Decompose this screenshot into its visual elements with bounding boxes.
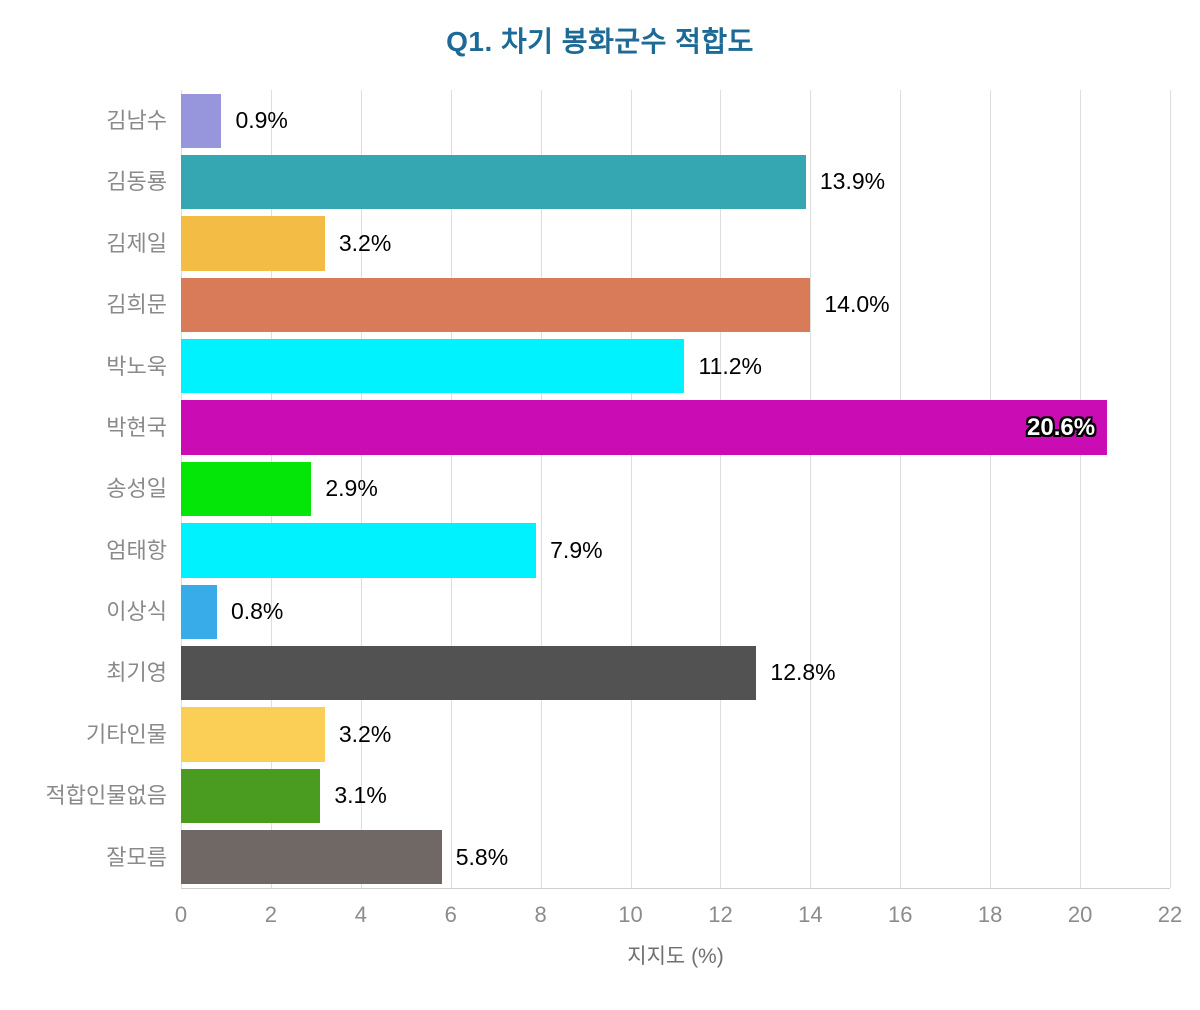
chart-title: Q1. 차기 봉화군수 적합도	[446, 26, 754, 57]
bar-row: 기타인물 3.2%	[0, 704, 1200, 765]
grid-line	[450, 90, 452, 888]
category-label: 잘모름	[106, 844, 167, 870]
bar	[181, 277, 811, 333]
bar	[181, 93, 222, 148]
bar	[181, 707, 325, 762]
bar-row: 김제일 3.2%	[0, 213, 1200, 274]
bar	[181, 523, 537, 578]
bar-row: 송성일 2.9%	[0, 458, 1200, 519]
bar	[181, 216, 325, 271]
grid-line	[810, 90, 812, 888]
bar	[181, 645, 757, 701]
value-label: 5.8%	[455, 843, 509, 870]
x-tick-label: 10	[618, 902, 643, 927]
x-tick-label: 14	[798, 902, 823, 927]
value-label: 3.1%	[334, 782, 387, 809]
x-tick-label: 2	[264, 902, 278, 927]
category-label: 최기영	[106, 660, 167, 686]
grid-line	[1080, 90, 1082, 888]
bar-row: 최기영 12.8%	[0, 642, 1200, 703]
category-label: 적합인물없음	[45, 783, 167, 809]
bar	[181, 339, 685, 394]
category-label: 박현국	[106, 414, 167, 440]
category-label: 송성일	[106, 476, 167, 502]
category-label: 김희문	[106, 292, 167, 318]
bar-row: 김희문 14.0%	[0, 274, 1200, 335]
bar-row: 김동룡 13.9%	[0, 151, 1200, 212]
bar	[181, 830, 442, 885]
value-label: 2.9%	[325, 475, 378, 502]
grid-line	[540, 90, 542, 888]
grid-line	[990, 90, 992, 888]
grid-line	[360, 90, 362, 888]
x-tick-label: 12	[708, 902, 733, 927]
value-label: 0.8%	[230, 598, 284, 625]
grid-line	[1170, 90, 1171, 888]
bar-row: 박현국 20.6%	[0, 397, 1200, 458]
grid-line	[720, 90, 722, 888]
category-label: 김남수	[106, 108, 167, 133]
value-label: 0.9%	[235, 107, 288, 133]
category-label: 김동룡	[106, 169, 167, 195]
category-label: 엄태항	[106, 537, 167, 563]
value-label: 7.9%	[550, 536, 603, 563]
bar	[181, 400, 1108, 455]
x-tick-label: 6	[444, 902, 457, 927]
x-tick-label: 0	[174, 902, 188, 927]
category-label: 이상식	[106, 599, 167, 625]
bar-row: 박노욱 11.2%	[0, 336, 1200, 397]
x-axis-label: 지지도 (%)	[627, 945, 724, 968]
bar-row: 잘모름 5.8%	[0, 827, 1200, 888]
x-tick-label: 16	[888, 902, 913, 927]
bar-row: 적합인물없음 3.1%	[0, 765, 1200, 826]
grid-line	[900, 90, 902, 888]
x-axis-line	[181, 888, 1170, 889]
x-tick-label: 8	[534, 902, 547, 927]
x-tick-label: 20	[1067, 902, 1093, 927]
value-label: 14.0%	[824, 291, 890, 318]
value-label: 12.8%	[770, 659, 836, 686]
bar	[181, 768, 321, 824]
bar-row: 김남수 0.9%	[0, 90, 1200, 151]
value-label: 20.6%	[1027, 413, 1096, 441]
x-tick-label: 4	[354, 902, 367, 927]
grid-line	[630, 90, 632, 888]
bar	[181, 154, 806, 210]
value-label: 11.2%	[698, 352, 762, 379]
value-label: 3.2%	[338, 720, 392, 747]
category-label: 기타인물	[86, 721, 167, 747]
bar-row: 엄태항 7.9%	[0, 520, 1200, 581]
category-label: 김제일	[106, 230, 167, 256]
bar	[181, 461, 312, 517]
value-label: 3.2%	[338, 229, 392, 256]
x-tick-label: 22	[1157, 902, 1183, 927]
x-tick-label: 18	[977, 902, 1003, 927]
category-label: 박노욱	[106, 353, 167, 379]
value-label: 13.9%	[819, 168, 886, 195]
bar-row: 이상식 0.8%	[0, 581, 1200, 642]
bar	[181, 584, 217, 639]
